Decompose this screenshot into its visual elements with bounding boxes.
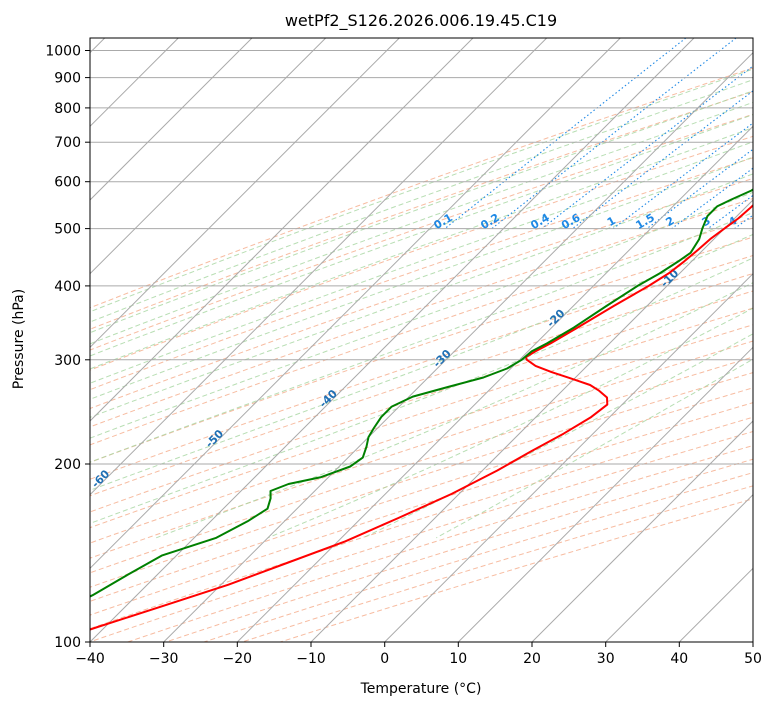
isotherm-line bbox=[678, 567, 753, 642]
dry-adiabat-line bbox=[90, 90, 753, 330]
isotherm-line bbox=[163, 51, 753, 642]
moist-adiabat-line bbox=[363, 333, 753, 539]
plot-area: -100-90-80-70-60-50-40-30-20-10010203040… bbox=[89, 38, 775, 642]
moist-adiabat-line bbox=[90, 79, 753, 323]
y-tick-label: 300 bbox=[54, 353, 81, 369]
isotherm-label: -20 bbox=[544, 307, 567, 330]
x-tick-label: −30 bbox=[149, 651, 179, 667]
dry-adiabat-line bbox=[90, 402, 753, 616]
mixing-ratio-label: 2 bbox=[663, 214, 676, 229]
x-tick-label: 0 bbox=[380, 651, 389, 667]
y-tick-label: 400 bbox=[54, 279, 81, 295]
isotherm-line bbox=[90, 38, 400, 349]
y-tick-label: 1000 bbox=[45, 44, 81, 60]
dry-adiabat-line bbox=[241, 485, 753, 642]
isotherm-line bbox=[236, 125, 753, 642]
isotherm-line bbox=[605, 493, 753, 642]
moist-adiabat-line bbox=[156, 282, 753, 539]
x-axis-ticks: −40 −30 −20 −10 0 10 20 30 40 50 bbox=[75, 642, 762, 667]
y-tick-label: 800 bbox=[54, 101, 81, 117]
dry-adiabat-line bbox=[165, 458, 753, 642]
dry-adiabat-line bbox=[90, 416, 753, 630]
dry-adiabat-line bbox=[90, 198, 753, 428]
isotherm-line bbox=[384, 272, 753, 642]
mixing-ratio-line bbox=[707, 194, 753, 230]
y-tick-label: 100 bbox=[54, 635, 81, 651]
x-tick-label: −20 bbox=[223, 651, 253, 667]
isotherm-line bbox=[90, 38, 695, 642]
x-tick-label: 20 bbox=[523, 651, 541, 667]
isotherm-line bbox=[531, 420, 753, 642]
y-tick-label: 500 bbox=[54, 222, 81, 238]
dry-adiabat-line bbox=[280, 498, 753, 642]
mixing-ratio-lines bbox=[444, 38, 753, 230]
dry-adiabat-line bbox=[90, 67, 753, 309]
dry-adiabat-line bbox=[90, 307, 753, 529]
isotherm-label: -60 bbox=[89, 467, 112, 490]
mixing-ratio-line bbox=[734, 214, 753, 230]
x-tick-label: 30 bbox=[597, 651, 615, 667]
y-tick-label: 200 bbox=[54, 457, 81, 473]
dry-adiabat-line bbox=[90, 135, 753, 371]
isotherm-gridlines bbox=[90, 38, 753, 642]
dry-adiabat-line bbox=[90, 324, 753, 544]
isobar-gridlines bbox=[90, 50, 753, 642]
dry-adiabat-line bbox=[90, 340, 753, 559]
mixing-ratio-line bbox=[572, 90, 753, 230]
mixing-ratio-line bbox=[671, 167, 753, 230]
dry-adiabat-line bbox=[90, 254, 753, 480]
isotherm-line bbox=[90, 38, 548, 496]
y-tick-label: 600 bbox=[54, 175, 81, 191]
moist-adiabat-line bbox=[267, 307, 753, 539]
isotherm-line bbox=[752, 641, 753, 642]
dry-adiabat-line bbox=[90, 290, 753, 513]
x-tick-label: 10 bbox=[449, 651, 467, 667]
dry-adiabat-line bbox=[203, 472, 753, 642]
isotherm-label: -30 bbox=[431, 347, 454, 370]
isotherm-line bbox=[90, 38, 327, 275]
x-axis-title: Temperature (°C) bbox=[360, 681, 482, 697]
dry-adiabat-line bbox=[90, 372, 753, 588]
y-axis-ticks: 1000 900 800 700 600 500 400 300 200 100 bbox=[45, 44, 90, 651]
isotherm-label: -40 bbox=[317, 387, 340, 410]
dry-adiabat-line bbox=[90, 177, 753, 410]
isotherm-line bbox=[457, 346, 753, 642]
y-tick-label: 700 bbox=[54, 135, 81, 151]
mixing-ratio-line bbox=[541, 65, 753, 230]
dry-adiabats bbox=[90, 67, 753, 642]
x-tick-label: −40 bbox=[75, 651, 105, 667]
dewpoint-profile-line bbox=[90, 188, 753, 598]
profile-series bbox=[90, 188, 753, 631]
dry-adiabat-line bbox=[90, 272, 753, 497]
dry-adiabat-line bbox=[90, 113, 753, 351]
y-tick-label: 900 bbox=[54, 71, 81, 87]
x-tick-label: 50 bbox=[744, 651, 762, 667]
isotherm-line bbox=[90, 38, 621, 570]
mixing-ratio-line bbox=[444, 38, 687, 230]
plot-frame bbox=[89, 37, 754, 643]
mixing-ratio-label: 6 bbox=[765, 214, 775, 229]
temperature-profile-line bbox=[90, 204, 753, 631]
x-tick-label: 40 bbox=[670, 651, 688, 667]
isotherm-line bbox=[90, 38, 253, 201]
isotherm-line bbox=[310, 199, 753, 642]
dry-adiabat-line bbox=[90, 387, 753, 602]
chart-title: wetPf2_S126.2026.006.19.45.C19 bbox=[285, 11, 557, 31]
y-axis-title: Pressure (hPa) bbox=[11, 289, 27, 389]
moist-adiabats bbox=[90, 68, 753, 539]
mixing-ratio-label: 1 bbox=[605, 214, 618, 229]
x-tick-label: −10 bbox=[296, 651, 326, 667]
dry-adiabat-line bbox=[90, 356, 753, 574]
dry-adiabat-line bbox=[90, 157, 753, 391]
isotherm-line bbox=[90, 38, 474, 422]
dry-adiabat-line bbox=[90, 217, 753, 446]
dry-adiabat-line bbox=[90, 236, 753, 463]
